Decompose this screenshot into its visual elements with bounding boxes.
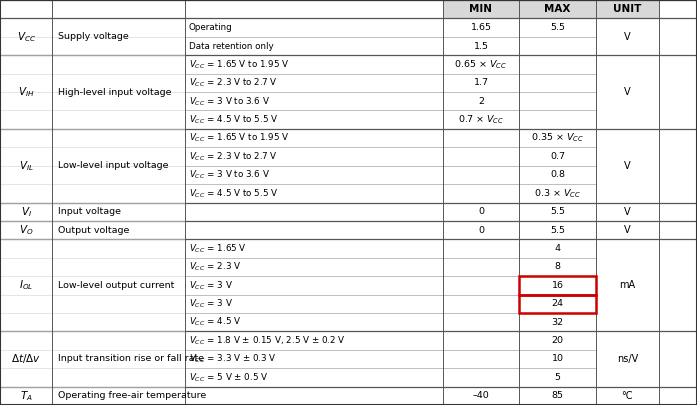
Text: V: V [624, 32, 631, 42]
Text: 0.35 × $V_{CC}$: 0.35 × $V_{CC}$ [531, 132, 584, 144]
Text: UNIT: UNIT [613, 4, 641, 14]
Text: 5.5: 5.5 [550, 23, 565, 32]
Text: $V_{CC}$ = 4.5 V to 5.5 V: $V_{CC}$ = 4.5 V to 5.5 V [189, 113, 278, 126]
Text: 0.7 × $V_{CC}$: 0.7 × $V_{CC}$ [458, 113, 504, 126]
Bar [519, 0, 596, 18]
Text: Input transition rise or fall rate: Input transition rise or fall rate [58, 354, 204, 363]
Text: 1.65: 1.65 [470, 23, 491, 32]
Text: °C: °C [622, 391, 633, 401]
Text: 1.5: 1.5 [473, 42, 489, 51]
Text: 0: 0 [478, 226, 484, 234]
Text: $V_{CC}$ = 4.5 V: $V_{CC}$ = 4.5 V [189, 316, 241, 328]
Text: $V_{CC}$ = 1.65 V: $V_{CC}$ = 1.65 V [189, 242, 247, 255]
Text: 20: 20 [551, 336, 564, 345]
Text: V: V [624, 225, 631, 235]
Text: 5.5: 5.5 [550, 207, 565, 216]
Bar [519, 276, 596, 294]
Text: $V_{CC}$ = 3.3 V ± 0.3 V: $V_{CC}$ = 3.3 V ± 0.3 V [189, 353, 277, 365]
Text: Data retention only: Data retention only [189, 42, 273, 51]
Text: V: V [624, 87, 631, 97]
Text: Low-level input voltage: Low-level input voltage [58, 161, 169, 170]
Text: 2: 2 [478, 97, 484, 106]
Text: 24: 24 [551, 299, 564, 308]
Text: Operating: Operating [189, 23, 233, 32]
Text: 8: 8 [555, 262, 560, 271]
Text: $V_{CC}$ = 5 V ± 0.5 V: $V_{CC}$ = 5 V ± 0.5 V [189, 371, 268, 384]
Text: V: V [624, 207, 631, 217]
Text: $V_{CC}$ = 1.65 V to 1.95 V: $V_{CC}$ = 1.65 V to 1.95 V [189, 132, 289, 144]
Text: $V_{IL}$: $V_{IL}$ [19, 159, 33, 173]
Text: –40: –40 [473, 391, 489, 400]
Text: $V_{CC}$ = 1.65 V to 1.95 V: $V_{CC}$ = 1.65 V to 1.95 V [189, 58, 289, 71]
Text: $V_{CC}$: $V_{CC}$ [17, 30, 36, 44]
Text: $V_I$: $V_I$ [21, 205, 31, 219]
Text: $V_{CC}$ = 3 V to 3.6 V: $V_{CC}$ = 3 V to 3.6 V [189, 95, 270, 107]
Bar [519, 294, 596, 313]
Text: $V_{CC}$ = 2.3 V to 2.7 V: $V_{CC}$ = 2.3 V to 2.7 V [189, 77, 277, 89]
Text: $V_{CC}$ = 1.8 V ± 0.15 V, 2.5 V ± 0.2 V: $V_{CC}$ = 1.8 V ± 0.15 V, 2.5 V ± 0.2 V [189, 334, 346, 347]
Text: $V_{CC}$ = 3 V to 3.6 V: $V_{CC}$ = 3 V to 3.6 V [189, 168, 270, 181]
Text: Output voltage: Output voltage [58, 226, 129, 234]
Bar [443, 0, 519, 18]
Text: $V_{IH}$: $V_{IH}$ [18, 85, 34, 99]
Text: ns/V: ns/V [617, 354, 638, 364]
Text: $V_O$: $V_O$ [19, 223, 33, 237]
Text: $\Delta t/\Delta v$: $\Delta t/\Delta v$ [11, 352, 41, 365]
Text: 0.65 × $V_{CC}$: 0.65 × $V_{CC}$ [454, 58, 507, 71]
Text: Input voltage: Input voltage [58, 207, 121, 216]
Bar [596, 0, 659, 18]
Text: mA: mA [619, 280, 636, 290]
Text: 0.7: 0.7 [550, 152, 565, 161]
Text: 0: 0 [478, 207, 484, 216]
Text: $V_{CC}$ = 2.3 V to 2.7 V: $V_{CC}$ = 2.3 V to 2.7 V [189, 150, 277, 163]
Text: 0.3 × $V_{CC}$: 0.3 × $V_{CC}$ [534, 187, 581, 200]
Text: 4: 4 [555, 244, 560, 253]
Text: 85: 85 [551, 391, 564, 400]
Text: $V_{CC}$ = 4.5 V to 5.5 V: $V_{CC}$ = 4.5 V to 5.5 V [189, 187, 278, 200]
Text: 5: 5 [555, 373, 560, 382]
Text: MIN: MIN [470, 4, 492, 14]
Text: $T_A$: $T_A$ [20, 389, 33, 403]
Text: 1.7: 1.7 [473, 78, 489, 87]
Text: Supply voltage: Supply voltage [58, 32, 129, 41]
Text: MAX: MAX [544, 4, 571, 14]
Text: $V_{CC}$ = 3 V: $V_{CC}$ = 3 V [189, 279, 233, 292]
Text: 5.5: 5.5 [550, 226, 565, 234]
Text: $V_{CC}$ = 2.3 V: $V_{CC}$ = 2.3 V [189, 261, 241, 273]
Text: High-level input voltage: High-level input voltage [58, 87, 171, 96]
Text: 16: 16 [551, 281, 564, 290]
Text: 10: 10 [551, 354, 564, 363]
Text: V: V [624, 161, 631, 171]
Text: $I_{OL}$: $I_{OL}$ [19, 279, 33, 292]
Text: 0.8: 0.8 [550, 171, 565, 179]
Text: 32: 32 [551, 318, 564, 327]
Text: Operating free-air temperature: Operating free-air temperature [58, 391, 206, 400]
Text: $V_{CC}$ = 3 V: $V_{CC}$ = 3 V [189, 298, 233, 310]
Text: Low-level output current: Low-level output current [58, 281, 174, 290]
